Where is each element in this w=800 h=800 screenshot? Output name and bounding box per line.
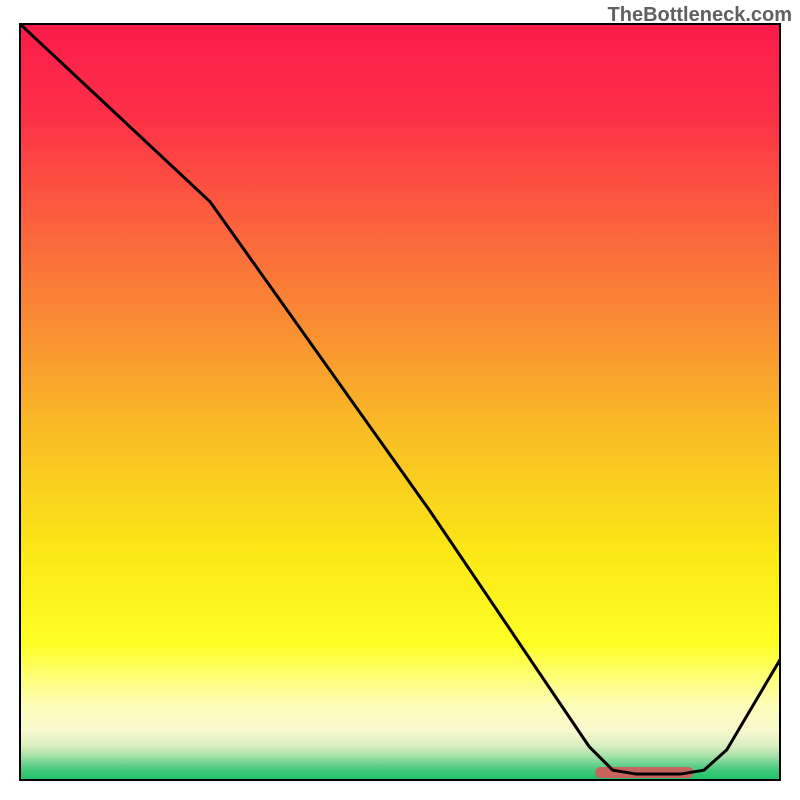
- attribution-text: TheBottleneck.com: [608, 4, 792, 27]
- chart-svg: [0, 0, 800, 800]
- gradient-background: [20, 24, 780, 780]
- bottleneck-chart: TheBottleneck.com: [0, 0, 800, 800]
